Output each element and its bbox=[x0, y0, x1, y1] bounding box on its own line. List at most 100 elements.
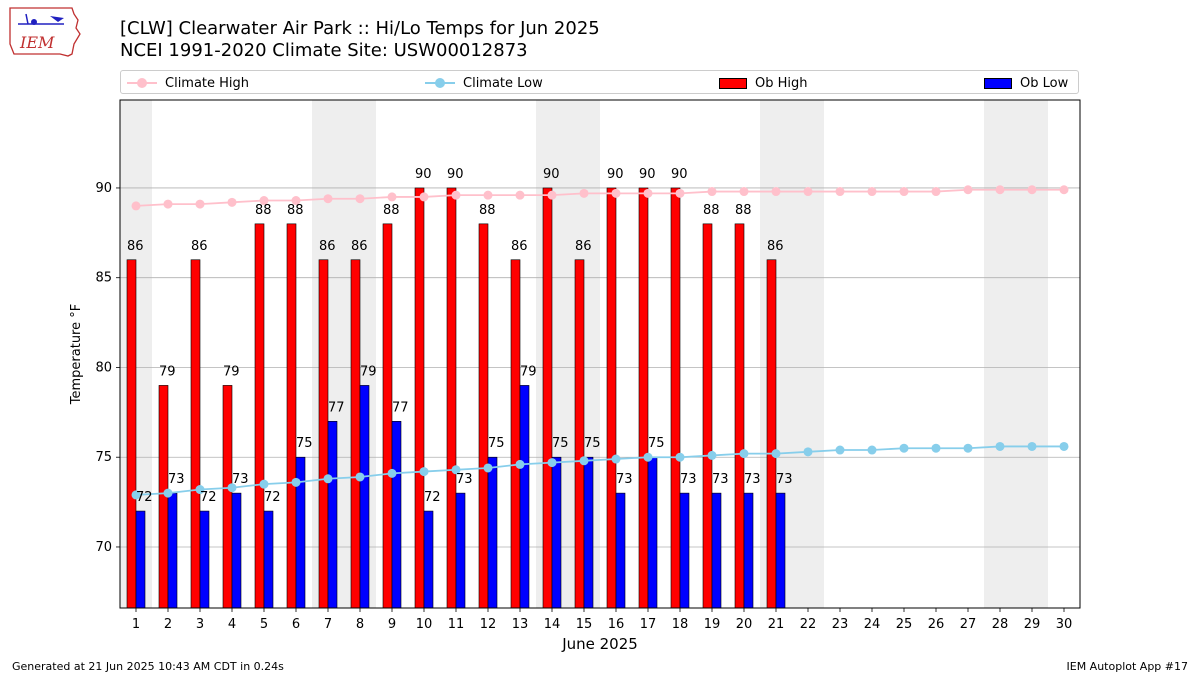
ob-high-value-label-day-9: 88 bbox=[383, 203, 400, 218]
ob-high-value-label-day-3: 86 bbox=[191, 239, 208, 254]
footer-generated: Generated at 21 Jun 2025 10:43 AM CDT in… bbox=[12, 660, 284, 673]
climate-high-point-day-14 bbox=[547, 190, 557, 200]
xtick-label-1: 1 bbox=[132, 617, 140, 632]
ob-high-value-label-day-10: 90 bbox=[415, 167, 432, 182]
ob-low-value-label-day-11: 73 bbox=[456, 472, 473, 487]
ob-high-value-label-day-8: 86 bbox=[351, 239, 368, 254]
ob-high-value-label-day-11: 90 bbox=[447, 167, 464, 182]
climate-low-swatch bbox=[425, 78, 455, 88]
climate-low-point-day-14 bbox=[547, 458, 557, 468]
ytick-label-70: 70 bbox=[95, 540, 112, 555]
legend-climate-high-label: Climate High bbox=[165, 75, 250, 91]
ob-low-bar-day-11 bbox=[455, 492, 466, 609]
ob-low-value-label-day-17: 75 bbox=[648, 436, 665, 451]
climate-high-point-day-12 bbox=[483, 190, 493, 200]
ob-high-bar-day-16 bbox=[606, 187, 617, 609]
ob-low-value-label-day-3: 72 bbox=[200, 490, 217, 505]
ob-low-value-label-day-5: 72 bbox=[264, 490, 281, 505]
ob-low-bar-day-9 bbox=[391, 421, 402, 609]
climate-low-point-day-4 bbox=[227, 483, 237, 493]
xtick-label-24: 24 bbox=[864, 617, 881, 632]
logo-text: IEM bbox=[19, 33, 55, 52]
xtick-label-13: 13 bbox=[512, 617, 529, 632]
ob-high-value-label-day-2: 79 bbox=[159, 364, 176, 379]
legend-ob-low-label: Ob Low bbox=[1020, 75, 1069, 91]
climate-high-point-day-26 bbox=[931, 187, 941, 197]
ob-high-value-label-day-20: 88 bbox=[735, 203, 752, 218]
ob-high-value-label-day-14: 90 bbox=[543, 167, 560, 182]
climate-low-point-day-17 bbox=[643, 452, 653, 462]
ob-high-value-label-day-12: 88 bbox=[479, 203, 496, 218]
climate-high-point-day-18 bbox=[675, 188, 685, 198]
ytick-label-80: 80 bbox=[95, 360, 112, 375]
climate-low-point-day-2 bbox=[163, 488, 173, 498]
iowa-outline-icon bbox=[9, 7, 81, 57]
ob-high-value-label-day-1: 86 bbox=[127, 239, 144, 254]
xtick-label-15: 15 bbox=[576, 617, 593, 632]
ob-low-value-label-day-18: 73 bbox=[680, 472, 697, 487]
ob-high-value-label-day-18: 90 bbox=[671, 167, 688, 182]
xtick-label-27: 27 bbox=[960, 617, 977, 632]
ob-high-bar-day-7 bbox=[318, 259, 329, 609]
ob-high-bar-day-9 bbox=[382, 223, 393, 609]
ob-low-bar-day-14 bbox=[551, 456, 562, 609]
xtick-label-2: 2 bbox=[164, 617, 172, 632]
climate-low-point-day-16 bbox=[611, 454, 621, 464]
ob-low-value-label-day-21: 73 bbox=[776, 472, 793, 487]
xtick-label-20: 20 bbox=[736, 617, 753, 632]
xtick-label-26: 26 bbox=[928, 617, 945, 632]
ob-low-value-label-day-10: 72 bbox=[424, 490, 441, 505]
xtick-label-29: 29 bbox=[1024, 617, 1041, 632]
climate-low-point-day-21 bbox=[771, 449, 781, 459]
climate-high-point-day-24 bbox=[867, 187, 877, 197]
footer-app: IEM Autoplot App #17 bbox=[1066, 660, 1189, 673]
ob-low-value-label-day-20: 73 bbox=[744, 472, 761, 487]
ob-high-bar-day-5 bbox=[254, 223, 265, 609]
xtick-label-30: 30 bbox=[1056, 617, 1073, 632]
ob-low-value-label-day-16: 73 bbox=[616, 472, 633, 487]
ob-high-bar-day-1 bbox=[126, 259, 137, 609]
y-axis-label: Temperature °F bbox=[69, 304, 84, 405]
ob-high-bar-day-21 bbox=[766, 259, 777, 609]
legend-climate-high: Climate High bbox=[127, 74, 249, 92]
ob-low-value-label-day-2: 73 bbox=[168, 472, 185, 487]
ob-high-bar-day-12 bbox=[478, 223, 489, 609]
chart-title: [CLW] Clearwater Air Park :: Hi/Lo Temps… bbox=[120, 18, 600, 39]
climate-high-point-day-1 bbox=[131, 201, 141, 211]
ob-low-bar-day-10 bbox=[423, 510, 434, 609]
xtick-label-14: 14 bbox=[544, 617, 561, 632]
ob-high-bar-day-10 bbox=[414, 187, 425, 609]
xtick-label-9: 9 bbox=[388, 617, 396, 632]
chart-subtitle: NCEI 1991-2020 Climate Site: USW00012873 bbox=[120, 40, 528, 61]
ob-low-value-label-day-6: 75 bbox=[296, 436, 313, 451]
ob-high-bar-day-13 bbox=[510, 259, 521, 609]
ob-low-swatch bbox=[984, 77, 1012, 89]
ob-low-value-label-day-7: 77 bbox=[328, 400, 345, 415]
xtick-label-6: 6 bbox=[292, 617, 300, 632]
climate-low-point-day-11 bbox=[451, 465, 461, 475]
climate-low-point-day-7 bbox=[323, 474, 333, 484]
legend-climate-low-label: Climate Low bbox=[463, 75, 543, 91]
xtick-label-19: 19 bbox=[704, 617, 721, 632]
ytick-label-75: 75 bbox=[95, 450, 112, 465]
legend-ob-low: Ob Low bbox=[984, 74, 1068, 92]
climate-low-point-day-19 bbox=[707, 450, 717, 460]
ob-high-value-label-day-17: 90 bbox=[639, 167, 656, 182]
climate-low-point-day-23 bbox=[835, 445, 845, 455]
xtick-label-22: 22 bbox=[800, 617, 817, 632]
ob-low-value-label-day-8: 79 bbox=[360, 364, 377, 379]
ob-low-bar-day-1 bbox=[135, 510, 146, 609]
ob-high-value-label-day-13: 86 bbox=[511, 239, 528, 254]
climate-high-point-day-10 bbox=[419, 192, 429, 202]
climate-high-point-day-20 bbox=[739, 187, 749, 197]
ob-low-bar-day-4 bbox=[231, 492, 242, 609]
ytick-label-85: 85 bbox=[95, 271, 112, 286]
xtick-label-10: 10 bbox=[416, 617, 433, 632]
xtick-label-11: 11 bbox=[448, 617, 465, 632]
ob-high-value-label-day-5: 88 bbox=[255, 203, 272, 218]
ob-low-bar-day-2 bbox=[167, 492, 178, 609]
climate-low-point-day-15 bbox=[579, 456, 589, 466]
xtick-label-21: 21 bbox=[768, 617, 785, 632]
ob-low-bar-day-8 bbox=[359, 385, 370, 609]
